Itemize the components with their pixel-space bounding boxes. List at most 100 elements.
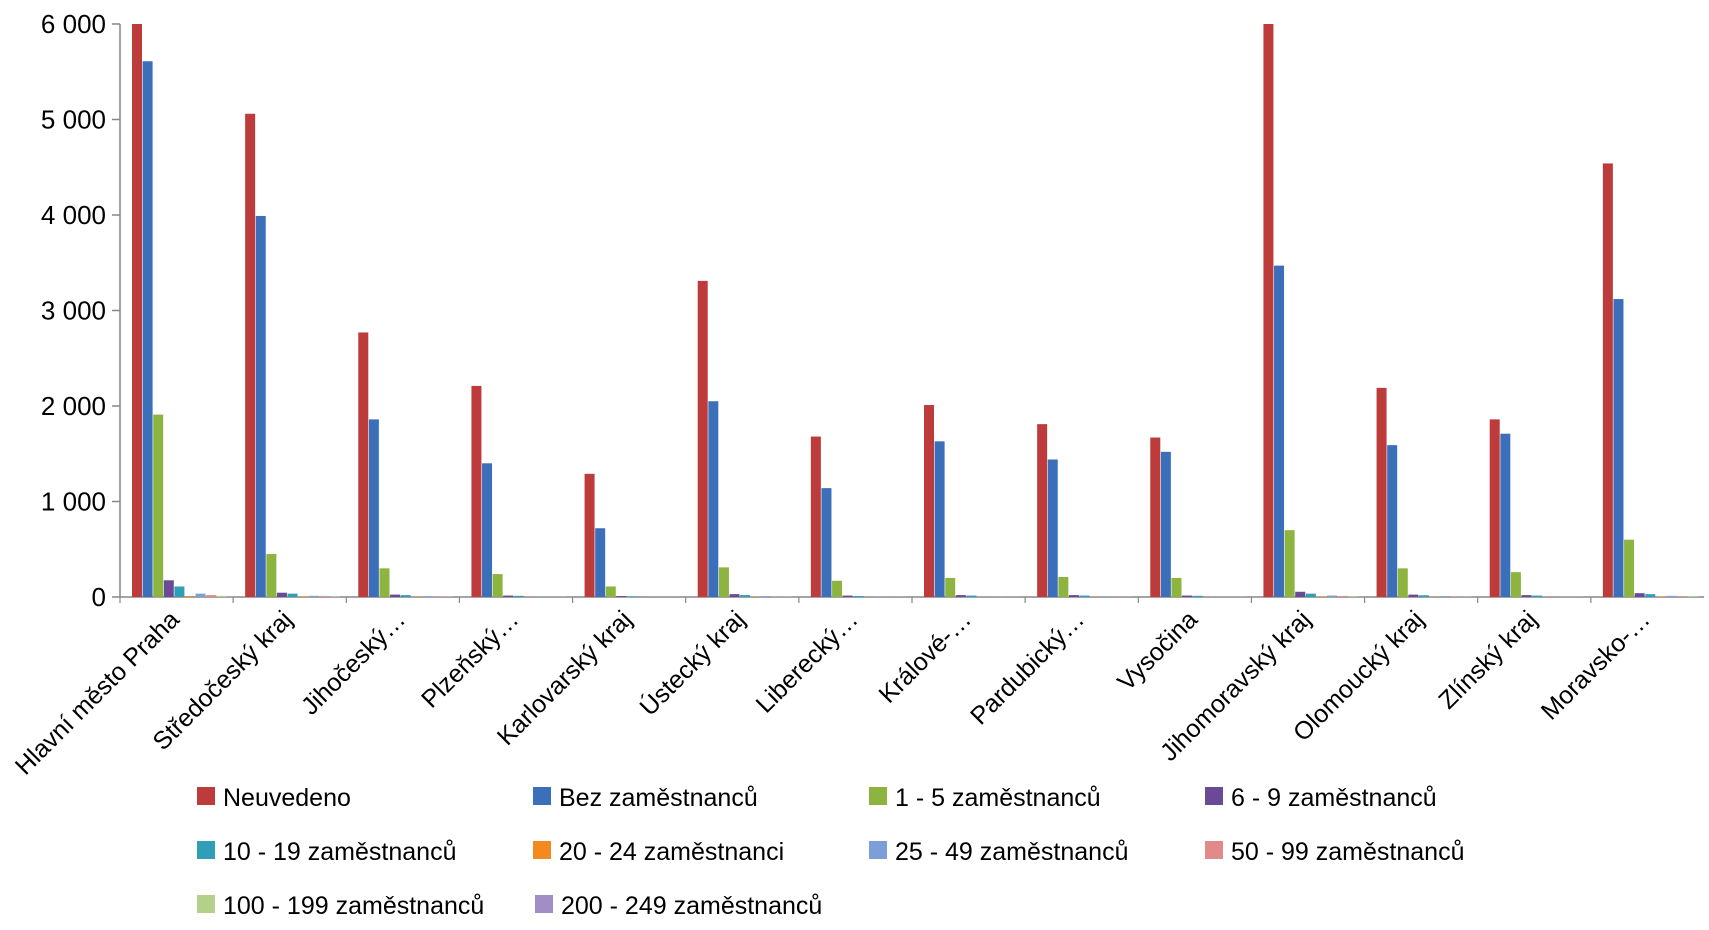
bar-4-11 bbox=[1295, 591, 1306, 597]
legend-swatch-7 bbox=[869, 841, 887, 859]
bar-2-13 bbox=[1500, 433, 1511, 597]
y-tick-label: 2 000 bbox=[41, 391, 106, 421]
legend-label-6: 20 - 24 zaměstnanci bbox=[559, 838, 784, 866]
bar-5-14 bbox=[1645, 594, 1656, 597]
bar-4-3 bbox=[390, 594, 401, 597]
y-tick-label: 4 000 bbox=[41, 200, 106, 230]
bar-3-4 bbox=[492, 574, 503, 597]
bar-2-8 bbox=[934, 441, 945, 597]
bar-1-3 bbox=[358, 332, 369, 597]
legend-label-1: Neuvedeno bbox=[223, 784, 351, 812]
legend-swatch-3 bbox=[869, 787, 887, 805]
bar-5-5 bbox=[626, 596, 637, 597]
bar-5-13 bbox=[1532, 595, 1543, 597]
bar-4-2 bbox=[276, 592, 287, 597]
bar-4-9 bbox=[1068, 595, 1079, 597]
bar-7-14 bbox=[1666, 595, 1677, 597]
bar-5-11 bbox=[1305, 593, 1316, 597]
bar-3-10 bbox=[1171, 577, 1182, 597]
bar-3-8 bbox=[945, 577, 956, 597]
legend-label-2: Bez zaměstnanců bbox=[559, 784, 758, 812]
bar-1-13 bbox=[1489, 419, 1500, 597]
plot-area: 0 1 000 2 000 3 000 4 000 5 000 6 000 Hlavní m… bbox=[10, 9, 1709, 780]
x-tick-label: Liberecký… bbox=[751, 605, 864, 718]
x-tick-label: Králové-… bbox=[874, 605, 977, 708]
legend-label-8: 50 - 99 zaměstnanců bbox=[1231, 838, 1464, 866]
bar-8-11 bbox=[1337, 596, 1348, 597]
legend: Neuvedeno Bez zaměstnanců 1 - 5 zaměstnanc… bbox=[197, 784, 1464, 920]
bar-5-6 bbox=[740, 595, 751, 597]
legend-swatch-5 bbox=[197, 841, 215, 859]
bar-5-10 bbox=[1192, 595, 1203, 597]
bar-5-4 bbox=[513, 595, 524, 597]
legend-swatch-2 bbox=[533, 787, 551, 805]
bar-3-2 bbox=[266, 554, 277, 597]
bar-4-7 bbox=[842, 595, 853, 597]
bar-7-8 bbox=[987, 596, 998, 597]
x-tick-label: Ústecký kraj bbox=[634, 605, 751, 722]
bar-1-8 bbox=[924, 405, 934, 597]
bar-8-2 bbox=[319, 596, 330, 597]
bar-5-7 bbox=[853, 596, 864, 597]
bar-4-8 bbox=[955, 595, 966, 597]
bar-8-1 bbox=[206, 595, 217, 597]
x-tick-label: Zlínský kraj bbox=[1433, 605, 1542, 714]
bar-series-group bbox=[132, 24, 1709, 598]
bar-5-12 bbox=[1418, 595, 1429, 597]
bar-7-9 bbox=[1100, 596, 1111, 597]
bar-5-3 bbox=[400, 595, 411, 597]
bar-3-7 bbox=[832, 580, 843, 597]
x-tick-label: Plzeňský… bbox=[416, 605, 524, 713]
bar-1-5 bbox=[584, 473, 595, 597]
legend-label-4: 6 - 9 zaměstnanců bbox=[1231, 784, 1437, 812]
bar-1-10 bbox=[1150, 437, 1161, 597]
bar-4-10 bbox=[1182, 595, 1193, 597]
bar-3-13 bbox=[1510, 572, 1521, 597]
bar-2-7 bbox=[821, 488, 832, 597]
y-tick-label: 6 000 bbox=[41, 9, 106, 39]
bar-3-3 bbox=[379, 568, 390, 597]
legend-swatch-10 bbox=[535, 895, 553, 913]
bar-4-6 bbox=[729, 594, 740, 597]
legend-label-7: 25 - 49 zaměstnanců bbox=[895, 838, 1128, 866]
legend-label-10: 200 - 249 zaměstnanců bbox=[561, 892, 822, 920]
legend-label-5: 10 - 19 zaměstnanců bbox=[223, 838, 456, 866]
bar-7-2 bbox=[308, 595, 319, 597]
bar-2-6 bbox=[708, 401, 719, 597]
x-tick-label: Hlavní město Praha bbox=[10, 605, 185, 780]
x-tick-label: Vysočina bbox=[1112, 605, 1203, 696]
bar-9-1 bbox=[216, 595, 227, 597]
bar-2-1 bbox=[142, 61, 153, 598]
bar-3-11 bbox=[1284, 530, 1295, 597]
bar-2-2 bbox=[255, 215, 266, 597]
bar-2-4 bbox=[482, 463, 493, 597]
bar-5-1 bbox=[174, 586, 185, 597]
bar-4-13 bbox=[1521, 595, 1532, 597]
bar-1-7 bbox=[810, 436, 821, 597]
legend-label-3: 1 - 5 zaměstnanců bbox=[895, 784, 1101, 812]
bar-4-12 bbox=[1408, 594, 1419, 597]
legend-swatch-6 bbox=[533, 841, 551, 859]
bar-2-9 bbox=[1047, 459, 1058, 597]
legend-swatch-9 bbox=[197, 895, 215, 913]
bar-7-12 bbox=[1440, 596, 1451, 597]
bar-5-8 bbox=[966, 595, 977, 597]
bar-4-4 bbox=[503, 595, 514, 597]
bar-3-5 bbox=[605, 586, 616, 597]
bar-1-2 bbox=[245, 113, 256, 598]
x-tick-label: Jihočeský… bbox=[296, 605, 411, 720]
bar-7-4 bbox=[535, 596, 546, 597]
bar-1-1 bbox=[132, 24, 142, 597]
bar-1-4 bbox=[471, 385, 482, 597]
bar-7-13 bbox=[1553, 596, 1564, 597]
bar-2-11 bbox=[1274, 265, 1285, 597]
bar-3-12 bbox=[1397, 568, 1408, 597]
bar-5-2 bbox=[287, 593, 298, 597]
bar-4-5 bbox=[616, 596, 627, 597]
bar-2-5 bbox=[595, 528, 606, 597]
y-axis-ticks: 0 1 000 2 000 3 000 4 000 5 000 6 000 bbox=[41, 9, 120, 612]
legend-swatch-8 bbox=[1205, 841, 1223, 859]
bar-5-9 bbox=[1079, 595, 1090, 597]
